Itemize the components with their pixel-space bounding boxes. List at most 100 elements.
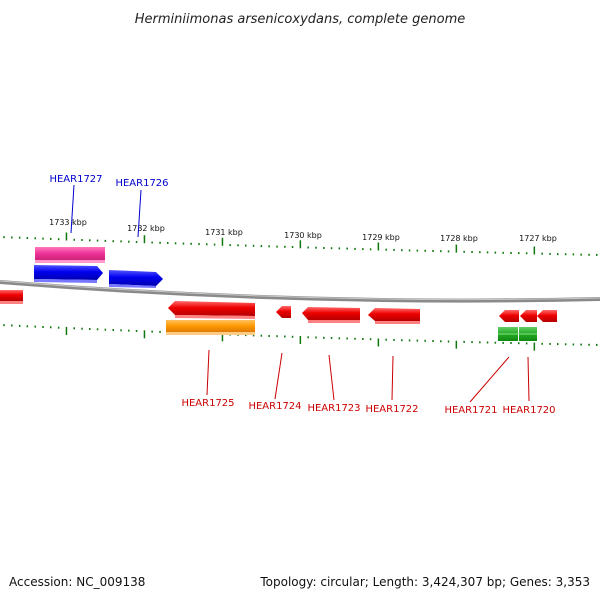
kbp-minor-tick xyxy=(159,330,161,333)
kbp-minor-tick xyxy=(112,240,114,243)
kbp-major-tick xyxy=(299,336,302,344)
kbp-minor-tick xyxy=(81,327,83,330)
gene-hear1722-arrow[interactable] xyxy=(368,308,420,321)
kbp-minor-tick xyxy=(50,326,52,329)
kbp-minor-tick xyxy=(401,339,403,342)
gene-hear1725-orange-shadow xyxy=(166,332,255,335)
kbp-minor-tick xyxy=(362,338,364,340)
kbp-major-tick xyxy=(455,340,458,349)
kbp-major-tick xyxy=(221,333,224,342)
gene-hear1723-shadow xyxy=(308,320,360,323)
gene-hear1720-arrow-a[interactable] xyxy=(520,310,537,322)
gene-green-block[interactable] xyxy=(498,327,537,341)
kbp-minor-tick xyxy=(369,248,372,251)
gene-label-hear1721[interactable]: HEAR1721 xyxy=(444,405,497,416)
kbp-minor-tick xyxy=(252,334,255,337)
kbp-minor-tick xyxy=(73,327,75,330)
gene-hear1723[interactable] xyxy=(302,307,360,323)
kbp-minor-tick xyxy=(112,329,114,331)
gene-hear1726-arrow-b-shadow xyxy=(109,284,156,288)
kbp-minor-tick xyxy=(104,328,107,331)
kbp-minor-tick xyxy=(471,341,473,344)
kbp-minor-tick xyxy=(182,242,185,245)
gene-hear1727[interactable] xyxy=(35,247,105,263)
kbp-minor-tick xyxy=(268,335,270,337)
gene-hear1727-shadow xyxy=(35,260,105,263)
leader-line-hear1723 xyxy=(328,354,335,401)
genome-summary-text: Topology: circular; Length: 3,424,307 bp… xyxy=(260,575,590,589)
kbp-minor-tick xyxy=(190,242,192,245)
gene-hear1721[interactable] xyxy=(499,310,519,322)
kbp-minor-tick xyxy=(557,253,559,256)
gene-hear1726[interactable] xyxy=(34,265,103,283)
gene-left-partial-bar[interactable] xyxy=(0,290,23,301)
kbp-minor-tick xyxy=(323,336,325,339)
gene-label-hear1727[interactable]: HEAR1727 xyxy=(49,174,102,185)
kbp-minor-tick xyxy=(26,325,29,328)
gene-label-hear1722[interactable]: HEAR1722 xyxy=(365,404,418,415)
kbp-minor-tick xyxy=(393,248,395,251)
gene-label-hear1725[interactable]: HEAR1725 xyxy=(181,398,234,409)
kbp-minor-tick xyxy=(96,239,99,242)
kbp-minor-tick xyxy=(34,237,36,240)
kbp-minor-tick xyxy=(572,253,575,256)
gene-label-hear1724[interactable]: HEAR1724 xyxy=(248,401,301,412)
kbp-minor-tick xyxy=(11,236,13,239)
kbp-major-tick xyxy=(377,242,380,251)
kbp-minor-tick xyxy=(346,337,348,340)
kbp-minor-tick xyxy=(206,243,208,246)
gene-hear1726b[interactable] xyxy=(109,270,163,288)
gene-hear1725-shadow xyxy=(175,315,255,319)
kbp-minor-tick xyxy=(34,325,36,328)
gene-hear1723-arrow[interactable] xyxy=(302,307,360,320)
gene-hear1726-arrow-b[interactable] xyxy=(109,270,163,286)
kbp-minor-tick xyxy=(252,244,255,247)
gene-hear1725-orange-bar[interactable] xyxy=(166,320,255,332)
kbp-minor-tick xyxy=(213,243,216,246)
kbp-label-1730: 1730 kbp xyxy=(284,231,322,240)
gene-hear1724[interactable] xyxy=(276,306,291,318)
gene-label-hear1726[interactable]: HEAR1726 xyxy=(115,178,168,189)
kbp-major-tick xyxy=(221,237,224,246)
kbp-minor-tick xyxy=(486,341,489,344)
kbp-minor-tick xyxy=(151,330,153,333)
kbp-minor-tick xyxy=(580,343,582,346)
kbp-label-1733: 1733 kbp xyxy=(49,218,87,227)
gene-hear1725[interactable] xyxy=(168,301,255,319)
kbp-minor-tick xyxy=(198,243,200,246)
leader-line-hear1721 xyxy=(469,356,510,403)
kbp-major-tick xyxy=(377,338,380,347)
kbp-minor-tick xyxy=(541,252,543,255)
kbp-minor-tick xyxy=(494,251,497,254)
kbp-minor-tick xyxy=(557,343,559,346)
gene-hear1720-arrow-b[interactable] xyxy=(537,310,557,322)
kbp-minor-tick xyxy=(416,249,419,252)
kbp-minor-tick xyxy=(440,250,442,253)
kbp-major-tick xyxy=(65,327,68,335)
kbp-minor-tick xyxy=(447,250,450,253)
kbp-minor-tick xyxy=(588,343,590,346)
gene-hear1726-arrow-a-shadow xyxy=(34,279,97,283)
gene-label-hear1720[interactable]: HEAR1720 xyxy=(502,405,555,416)
gene-left-partial[interactable] xyxy=(0,290,23,304)
gene-hear1725-arrow[interactable] xyxy=(168,301,255,316)
kbp-minor-tick xyxy=(291,335,294,338)
kbp-minor-tick xyxy=(268,245,270,248)
gene-hear1724-arrow[interactable] xyxy=(276,306,291,318)
kbp-minor-tick xyxy=(416,339,419,342)
kbp-minor-tick xyxy=(237,244,239,247)
gene-hear1725-orange[interactable] xyxy=(166,320,255,335)
kbp-minor-tick xyxy=(104,239,107,242)
kbp-minor-tick xyxy=(3,236,5,239)
gene-label-hear1723[interactable]: HEAR1723 xyxy=(307,403,360,414)
kbp-minor-tick xyxy=(3,324,5,327)
kbp-minor-tick xyxy=(174,242,177,245)
kbp-minor-tick xyxy=(135,241,138,243)
gene-hear1721-arrow[interactable] xyxy=(499,310,519,322)
accession-text: Accession: NC_009138 xyxy=(9,575,146,589)
gene-hear1726-arrow-a[interactable] xyxy=(34,265,103,280)
gene-hear1727-bar[interactable] xyxy=(35,247,105,260)
gene-hear1722[interactable] xyxy=(368,308,420,324)
gene-hear1720[interactable] xyxy=(520,310,557,322)
